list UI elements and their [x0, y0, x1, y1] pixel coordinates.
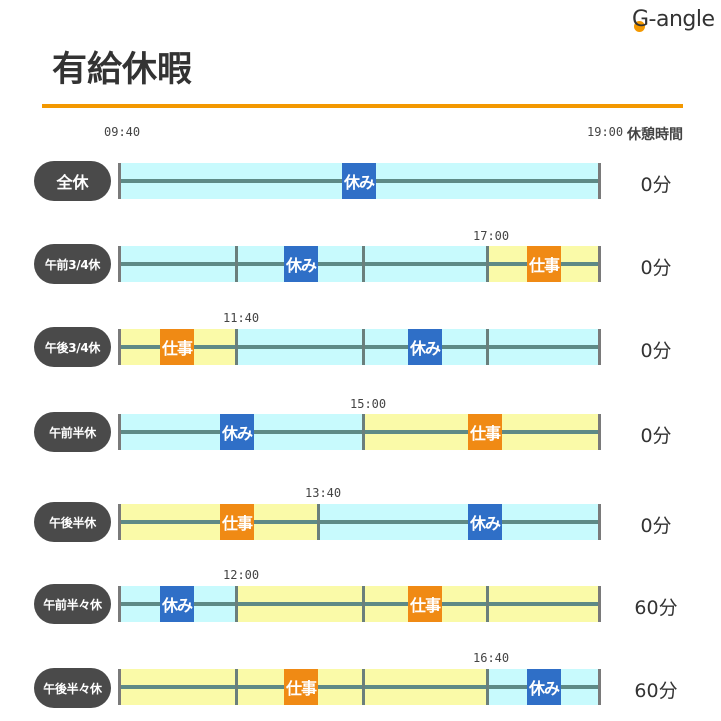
timeline-tick — [362, 246, 365, 282]
switch-time-label: 16:40 — [473, 651, 510, 665]
timeline-tick — [235, 586, 238, 622]
work-tag: 仕事 — [527, 246, 561, 282]
break-time-header: 休憩時間 — [627, 127, 683, 143]
break-value: 0分 — [640, 425, 672, 447]
timeline-axis — [118, 602, 601, 606]
timeline-axis — [118, 520, 601, 524]
break-value: 0分 — [640, 340, 672, 362]
timeline-tick — [362, 329, 365, 365]
timeline-tick — [362, 669, 365, 705]
row-label-am-half-leave: 午前半休 — [34, 412, 111, 452]
timeline-tick — [598, 163, 601, 199]
timeline-tick — [235, 329, 238, 365]
work-tag: 仕事 — [408, 586, 442, 622]
timeline-tick — [235, 669, 238, 705]
timeline-tick — [118, 163, 121, 199]
timeline-tick — [486, 246, 489, 282]
timeline-bar-am-three-quarter-leave: 休み 仕事 — [118, 246, 601, 282]
timeline-tick — [118, 586, 121, 622]
timeline-bar-pm-half-leave: 仕事 休み — [118, 504, 601, 540]
timeline-tick — [118, 669, 121, 705]
timeline-tick — [598, 504, 601, 540]
timeline-tick — [598, 669, 601, 705]
rest-tag: 休み — [342, 163, 376, 199]
switch-time-label: 11:40 — [223, 311, 260, 325]
row-label-full-leave: 全休 — [34, 161, 111, 201]
break-value: 0分 — [640, 174, 672, 196]
timeline-axis — [118, 430, 601, 434]
break-value: 60分 — [634, 597, 678, 619]
row-label-pm-quarter-leave: 午後半々休 — [34, 668, 111, 708]
switch-time-label: 17:00 — [473, 229, 510, 243]
timeline-tick — [118, 504, 121, 540]
break-value: 0分 — [640, 515, 672, 537]
timeline-tick — [118, 414, 121, 450]
timeline-tick — [486, 669, 489, 705]
rest-tag: 休み — [284, 246, 318, 282]
title-underline — [42, 104, 683, 108]
rest-tag: 休み — [408, 329, 442, 365]
timeline-tick — [598, 246, 601, 282]
work-tag: 仕事 — [468, 414, 502, 450]
timeline-bar-full-leave: 休み — [118, 163, 601, 199]
break-value: 60分 — [634, 680, 678, 702]
g-angle-logo: G-angle — [632, 7, 715, 32]
rest-tag: 休み — [220, 414, 254, 450]
timeline-tick — [486, 586, 489, 622]
timeline-tick — [598, 586, 601, 622]
logo-text: G-angle — [632, 7, 715, 32]
work-tag: 仕事 — [160, 329, 194, 365]
row-label-am-three-quarter-leave: 午前3/4休 — [34, 244, 111, 284]
row-label-pm-three-quarter-leave: 午後3/4休 — [34, 327, 111, 367]
switch-time-label: 13:40 — [305, 486, 342, 500]
timeline-tick — [598, 414, 601, 450]
row-label-am-quarter-leave: 午前半々休 — [34, 584, 111, 624]
rest-tag: 休み — [527, 669, 561, 705]
switch-time-label: 12:00 — [223, 568, 260, 582]
timeline-tick — [362, 586, 365, 622]
timeline-tick — [486, 329, 489, 365]
timeline-tick — [362, 414, 365, 450]
timeline-axis — [118, 262, 601, 266]
start-time-label: 09:40 — [104, 125, 141, 139]
rest-tag: 休み — [160, 586, 194, 622]
timeline-tick — [598, 329, 601, 365]
timeline-tick — [317, 504, 320, 540]
timeline-bar-am-quarter-leave: 休み 仕事 — [118, 586, 601, 622]
end-time-label: 19:00 — [587, 125, 624, 139]
timeline-axis — [118, 685, 601, 689]
timeline-tick — [118, 246, 121, 282]
timeline-bar-pm-three-quarter-leave: 仕事 休み — [118, 329, 601, 365]
break-value: 0分 — [640, 257, 672, 279]
timeline-tick — [118, 329, 121, 365]
switch-time-label: 15:00 — [350, 397, 387, 411]
timeline-bar-pm-quarter-leave: 仕事 休み — [118, 669, 601, 705]
row-label-pm-half-leave: 午後半休 — [34, 502, 111, 542]
timeline-bar-am-half-leave: 休み 仕事 — [118, 414, 601, 450]
timeline-axis — [118, 345, 601, 349]
rest-tag: 休み — [468, 504, 502, 540]
work-tag: 仕事 — [284, 669, 318, 705]
timeline-tick — [235, 246, 238, 282]
work-tag: 仕事 — [220, 504, 254, 540]
page-title: 有給休暇 — [52, 50, 193, 90]
